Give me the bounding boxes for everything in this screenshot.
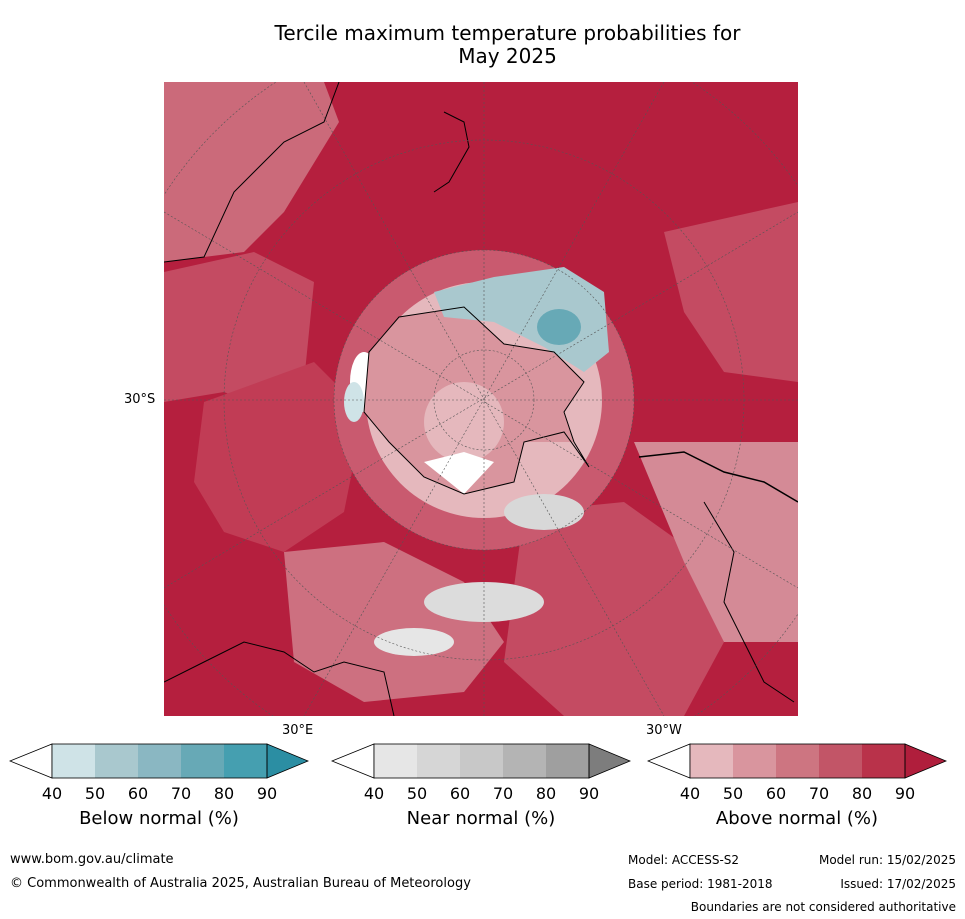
probability-map-svg bbox=[164, 82, 798, 716]
region-w bbox=[164, 252, 314, 412]
cbar3-label: Above normal (%) bbox=[715, 808, 879, 829]
south-america-coastline bbox=[703, 501, 795, 703]
cbar1-tick-90: 90 bbox=[256, 784, 278, 803]
footer-base-period: Base period: 1981-2018 bbox=[628, 877, 773, 891]
region-w2 bbox=[194, 362, 364, 552]
region-ne bbox=[664, 202, 798, 382]
lat-30s-label: 30°S bbox=[124, 392, 156, 407]
graticule bbox=[164, 82, 798, 716]
cbar3-tick-80: 80 bbox=[851, 784, 873, 803]
lon-30e-label: 30°E bbox=[282, 723, 314, 738]
footer-url: www.bom.gov.au/climate bbox=[10, 852, 174, 867]
region-se bbox=[634, 442, 798, 642]
colorbar-above-normal: 40 50 60 70 80 90 Above normal (%) bbox=[647, 742, 947, 842]
colorbar-near-normal: 40 50 60 70 80 90 Near normal (%) bbox=[331, 742, 631, 842]
cbar2-tick-90: 90 bbox=[578, 784, 600, 803]
lon-30w-label: 30°W bbox=[646, 723, 682, 738]
colorbar-below-normal: 40 50 60 70 80 90 Below normal (%) bbox=[9, 742, 309, 842]
region-s bbox=[504, 502, 724, 716]
colorbar-near-svg bbox=[331, 743, 631, 779]
new-zealand-coastline bbox=[433, 111, 470, 193]
map-title: Tercile maximum temperature probabilitie… bbox=[160, 22, 855, 68]
south-america-tip bbox=[638, 451, 798, 503]
africa-coastline bbox=[164, 641, 395, 716]
cbar3-tick-70: 70 bbox=[808, 784, 830, 803]
footer-model: Model: ACCESS-S2 bbox=[628, 853, 740, 867]
cbar2-tick-40: 40 bbox=[363, 784, 385, 803]
title-line-1: Tercile maximum temperature probabilitie… bbox=[274, 21, 741, 45]
cbar1-label: Below normal (%) bbox=[79, 808, 239, 829]
cbar3-tick-60: 60 bbox=[765, 784, 787, 803]
below-normal-patch bbox=[434, 267, 609, 372]
cbar3-tick-90: 90 bbox=[894, 784, 916, 803]
cbar2-tick-50: 50 bbox=[406, 784, 428, 803]
cbar3-tick-50: 50 bbox=[722, 784, 744, 803]
cbar1-tick-40: 40 bbox=[41, 784, 63, 803]
region-nw bbox=[164, 82, 339, 262]
antarctica-coastline bbox=[363, 306, 590, 495]
region-sw bbox=[284, 542, 504, 702]
footer-issued: Issued: 17/02/2025 bbox=[840, 877, 956, 891]
title-line-2: May 2025 bbox=[458, 44, 557, 68]
cbar1-tick-80: 80 bbox=[213, 784, 235, 803]
cbar1-tick-50: 50 bbox=[84, 784, 106, 803]
cbar2-tick-70: 70 bbox=[492, 784, 514, 803]
near-normal-patch-1 bbox=[504, 494, 584, 530]
footer-model-run: Model run: 15/02/2025 bbox=[818, 853, 956, 867]
antarctica-white bbox=[424, 452, 494, 494]
cbar1-tick-70: 70 bbox=[170, 784, 192, 803]
footer-copyright: © Commonwealth of Australia 2025, Austra… bbox=[10, 876, 471, 891]
antarctica-center bbox=[424, 382, 504, 462]
cbar2-tick-80: 80 bbox=[535, 784, 557, 803]
cbar3-tick-40: 40 bbox=[679, 784, 701, 803]
cbar2-tick-60: 60 bbox=[449, 784, 471, 803]
cbar2-label: Near normal (%) bbox=[406, 808, 556, 829]
below-normal-core bbox=[537, 309, 581, 345]
australia-coastline bbox=[164, 82, 340, 263]
cbar1-tick-60: 60 bbox=[127, 784, 149, 803]
colorbar-above-svg bbox=[647, 743, 947, 779]
below-normal-patch-2 bbox=[344, 382, 364, 422]
footer-disclaimer: Boundaries are not considered authoritat… bbox=[690, 900, 956, 914]
colorbar-below-svg bbox=[9, 743, 309, 779]
polar-map bbox=[164, 82, 798, 716]
near-normal-patch-3 bbox=[374, 628, 454, 656]
